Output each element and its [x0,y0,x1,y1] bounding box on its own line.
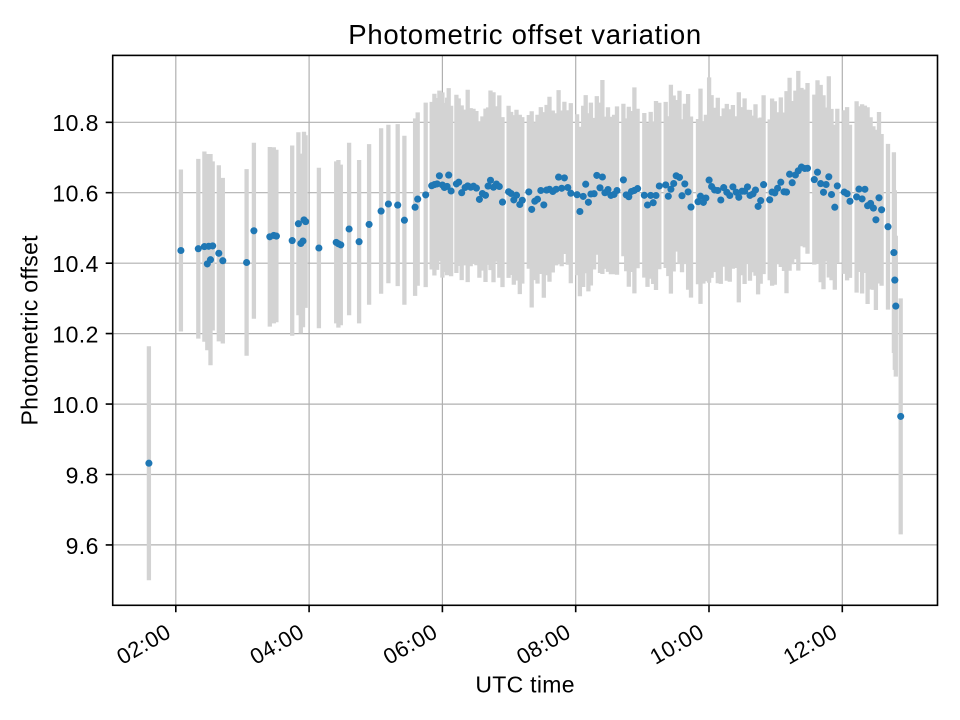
svg-text:10.4: 10.4 [52,251,98,277]
svg-text:UTC time: UTC time [475,672,575,698]
svg-text:9.6: 9.6 [66,533,99,559]
svg-text:10.2: 10.2 [52,322,98,348]
svg-text:10.6: 10.6 [52,181,98,207]
svg-text:10.8: 10.8 [52,110,98,136]
svg-text:Photometric offset variation: Photometric offset variation [348,19,702,50]
svg-text:Photometric offset: Photometric offset [17,235,43,426]
svg-text:9.8: 9.8 [66,462,99,488]
svg-text:10.0: 10.0 [52,392,98,418]
